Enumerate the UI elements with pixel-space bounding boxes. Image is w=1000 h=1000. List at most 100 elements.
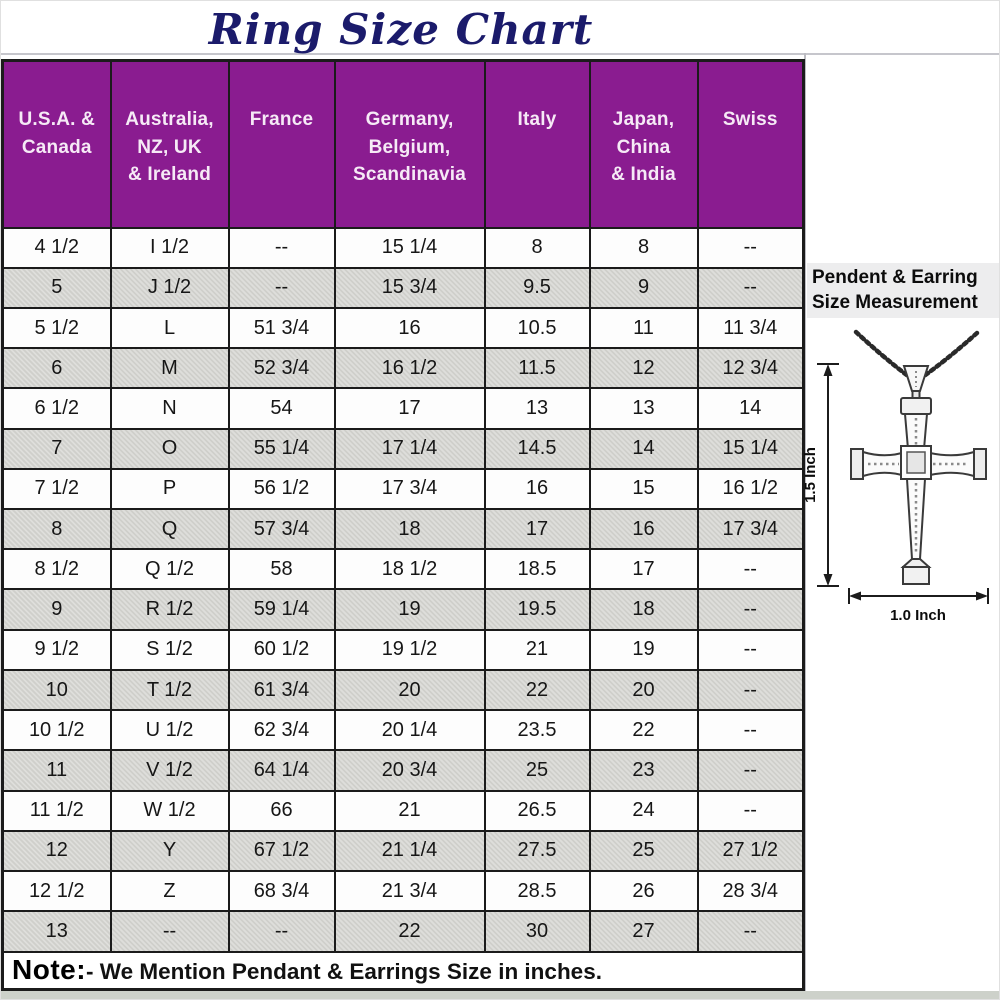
- table-cell: 58: [227, 548, 336, 591]
- table-row: 13 -- -- 22 30 27 --: [1, 910, 805, 953]
- table-cell: 66: [227, 789, 336, 832]
- table-row: 11 V 1/2 64 1/4 20 3/4 25 23 --: [1, 749, 805, 792]
- table-cell: Q: [109, 508, 230, 551]
- table-cell: 8: [1, 508, 112, 551]
- table-cell: 21: [333, 789, 486, 832]
- table-cell: 24: [588, 789, 699, 832]
- table-row: 7 O 55 1/4 17 1/4 14.5 14 15 1/4: [1, 427, 805, 470]
- table-cell: 17 3/4: [696, 508, 805, 551]
- table-cell: R 1/2: [109, 588, 230, 631]
- table-cell: 10.5: [483, 306, 591, 350]
- table-cell: 14: [588, 427, 699, 470]
- table-cell: 11 3/4: [696, 306, 805, 350]
- table-cell: --: [227, 910, 336, 953]
- table-cell: 25: [483, 749, 591, 792]
- pendant-height-label: 1.5 Inch: [802, 447, 819, 503]
- table-cell: 64 1/4: [227, 749, 336, 792]
- table-cell: 20 3/4: [333, 749, 486, 792]
- table-cell: Z: [109, 869, 230, 913]
- table-cell: 15 3/4: [333, 266, 486, 309]
- table-cell: P: [109, 467, 230, 511]
- table-cell: 21 3/4: [333, 869, 486, 913]
- table-cell: 14.5: [483, 427, 591, 470]
- table-cell: --: [696, 709, 805, 752]
- table-cell: 15: [588, 467, 699, 511]
- table-row: 8 Q 57 3/4 18 17 16 17 3/4: [1, 508, 805, 551]
- cross-pendant-icon: [850, 397, 987, 585]
- table-cell: N: [109, 387, 230, 430]
- table-cell: 28 3/4: [696, 869, 805, 913]
- table-row: 10 1/2 U 1/2 62 3/4 20 1/4 23.5 22 --: [1, 709, 805, 752]
- table-body: 4 1/2 I 1/2 -- 15 1/4 8 8 -- 5 J 1/2 -- 15 3/4 9.5 9…: [1, 226, 805, 953]
- table-cell: --: [696, 789, 805, 832]
- table-cell: 16: [333, 306, 486, 350]
- column-header: Germany, Belgium, Scandinavia: [333, 59, 486, 229]
- column-header: Italy: [483, 59, 591, 229]
- table-cell: 9: [588, 266, 699, 309]
- table-row: 10 T 1/2 61 3/4 20 22 20 --: [1, 668, 805, 712]
- height-dimension-arrow: [817, 363, 839, 587]
- title-underline-rule: [1, 53, 999, 55]
- table-cell: 22: [588, 709, 699, 752]
- table-cell: 59 1/4: [227, 588, 336, 631]
- table-cell: 22: [333, 910, 486, 953]
- table-cell: 19.5: [483, 588, 591, 631]
- side-panel-heading: Pendent & Earring Size Measurement: [807, 263, 999, 318]
- table-row: 8 1/2 Q 1/2 58 18 1/2 18.5 17 --: [1, 548, 805, 591]
- table-cell: 27.5: [483, 829, 591, 873]
- table-cell: 19: [333, 588, 486, 631]
- table-cell: --: [696, 628, 805, 671]
- table-cell: 13: [483, 387, 591, 430]
- table-cell: T 1/2: [109, 668, 230, 712]
- table-cell: 27: [588, 910, 699, 953]
- table-cell: 52 3/4: [227, 347, 336, 390]
- table-cell: Q 1/2: [109, 548, 230, 591]
- table-cell: 11: [588, 306, 699, 350]
- table-cell: 11: [1, 749, 112, 792]
- page-title: Ring Size Chart: [208, 5, 594, 54]
- table-right-divider: [804, 53, 806, 999]
- cross-pendant-diagram: 1.5 Inch 1.0 Inch: [802, 329, 989, 624]
- table-cell: 18: [588, 588, 699, 631]
- table-cell: 60 1/2: [227, 628, 336, 671]
- table-cell: --: [227, 266, 336, 309]
- table-cell: 9.5: [483, 266, 591, 309]
- table-cell: M: [109, 347, 230, 390]
- table-cell: 5: [1, 266, 112, 309]
- table-cell: 6 1/2: [1, 387, 112, 430]
- table-cell: 54: [227, 387, 336, 430]
- ring-size-table: U.S.A. & Canada Australia, NZ, UK & Irela…: [1, 59, 805, 991]
- table-cell: 16 1/2: [696, 467, 805, 511]
- table-cell: 11 1/2: [1, 789, 112, 832]
- table-cell: --: [696, 749, 805, 792]
- table-cell: 12 3/4: [696, 347, 805, 390]
- table-cell: --: [227, 226, 336, 269]
- table-cell: --: [696, 668, 805, 712]
- side-panel-heading-line1: Pendent & Earring: [812, 267, 978, 288]
- table-cell: 17: [483, 508, 591, 551]
- table-cell: 6: [1, 347, 112, 390]
- table-cell: 17 1/4: [333, 427, 486, 470]
- table-cell: 5 1/2: [1, 306, 112, 350]
- table-header-row: U.S.A. & Canada Australia, NZ, UK & Irela…: [1, 59, 805, 229]
- table-cell: 16: [483, 467, 591, 511]
- table-cell: 16 1/2: [333, 347, 486, 390]
- table-cell: 57 3/4: [227, 508, 336, 551]
- table-cell: 22: [483, 668, 591, 712]
- table-cell: 62 3/4: [227, 709, 336, 752]
- table-row: 12 1/2 Z 68 3/4 21 3/4 28.5 26 28 3/4: [1, 869, 805, 913]
- table-cell: Y: [109, 829, 230, 873]
- table-cell: W 1/2: [109, 789, 230, 832]
- side-panel-heading-line2: Size Measurement: [812, 292, 978, 313]
- table-cell: 15 1/4: [696, 427, 805, 470]
- table-cell: 18: [333, 508, 486, 551]
- table-cell: J 1/2: [109, 266, 230, 309]
- table-cell: 13: [588, 387, 699, 430]
- table-cell: --: [696, 910, 805, 953]
- column-header: Swiss: [696, 59, 805, 229]
- table-cell: U 1/2: [109, 709, 230, 752]
- table-cell: 61 3/4: [227, 668, 336, 712]
- table-cell: 26: [588, 869, 699, 913]
- table-cell: 20 1/4: [333, 709, 486, 752]
